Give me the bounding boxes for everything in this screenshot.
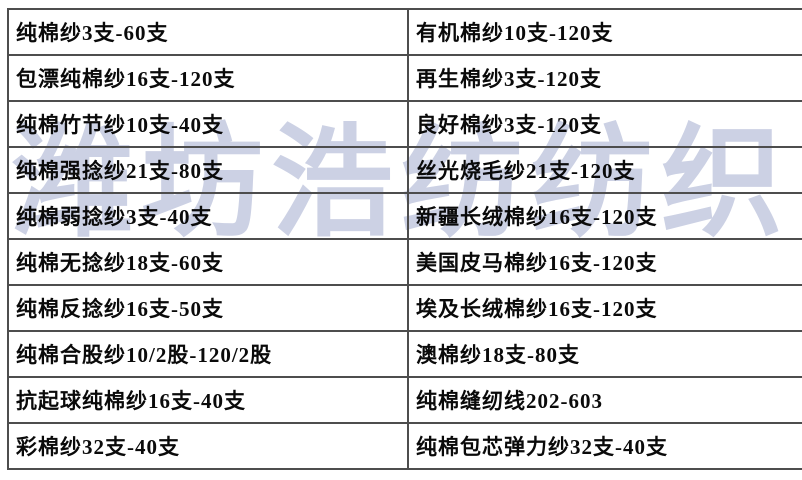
table-row: 纯棉纱3支-60支 有机棉纱10支-120支: [7, 8, 802, 56]
product-cell: 抗起球纯棉纱16支-40支: [7, 376, 409, 424]
product-cell: 包漂纯棉纱16支-120支: [7, 54, 409, 102]
product-cell: 纯棉竹节纱10支-40支: [7, 100, 409, 148]
product-cell: 纯棉包芯弹力纱32支-40支: [407, 422, 802, 470]
product-cell: 新疆长绒棉纱16支-120支: [407, 192, 802, 240]
product-cell: 丝光烧毛纱21支-120支: [407, 146, 802, 194]
table-row: 包漂纯棉纱16支-120支 再生棉纱3支-120支: [7, 54, 802, 102]
product-cell: 纯棉反捻纱16支-50支: [7, 284, 409, 332]
product-cell: 纯棉无捻纱18支-60支: [7, 238, 409, 286]
product-cell: 纯棉弱捻纱3支-40支: [7, 192, 409, 240]
product-cell: 良好棉纱3支-120支: [407, 100, 802, 148]
table-row: 纯棉弱捻纱3支-40支 新疆长绒棉纱16支-120支: [7, 192, 802, 240]
table-row: 纯棉强捻纱21支-80支 丝光烧毛纱21支-120支: [7, 146, 802, 194]
table-row: 纯棉反捻纱16支-50支 埃及长绒棉纱16支-120支: [7, 284, 802, 332]
product-cell: 纯棉缝纫线202-603: [407, 376, 802, 424]
product-cell: 纯棉纱3支-60支: [7, 8, 409, 56]
product-cell: 再生棉纱3支-120支: [407, 54, 802, 102]
product-cell: 纯棉合股纱10/2股-120/2股: [7, 330, 409, 378]
table-row: 纯棉合股纱10/2股-120/2股 澳棉纱18支-80支: [7, 330, 802, 378]
table-row: 彩棉纱32支-40支 纯棉包芯弹力纱32支-40支: [7, 422, 802, 470]
product-cell: 有机棉纱10支-120支: [407, 8, 802, 56]
product-cell: 美国皮马棉纱16支-120支: [407, 238, 802, 286]
product-table: 纯棉纱3支-60支 有机棉纱10支-120支 包漂纯棉纱16支-120支 再生棉…: [7, 8, 802, 470]
product-cell: 彩棉纱32支-40支: [7, 422, 409, 470]
product-cell: 澳棉纱18支-80支: [407, 330, 802, 378]
product-cell: 埃及长绒棉纱16支-120支: [407, 284, 802, 332]
table-row: 纯棉无捻纱18支-60支 美国皮马棉纱16支-120支: [7, 238, 802, 286]
table-row: 纯棉竹节纱10支-40支 良好棉纱3支-120支: [7, 100, 802, 148]
product-cell: 纯棉强捻纱21支-80支: [7, 146, 409, 194]
table-row: 抗起球纯棉纱16支-40支 纯棉缝纫线202-603: [7, 376, 802, 424]
